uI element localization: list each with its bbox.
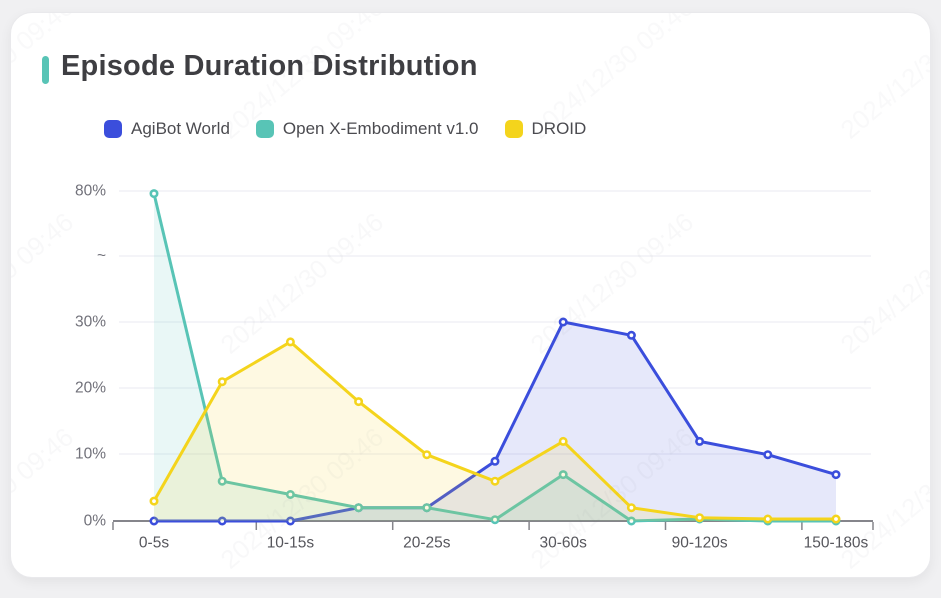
data-point-marker[interactable] <box>558 317 568 327</box>
legend-item-droid[interactable]: DROID <box>504 119 587 139</box>
data-point-marker[interactable] <box>354 397 364 407</box>
data-point-marker[interactable] <box>149 516 159 526</box>
data-point-marker[interactable] <box>217 476 227 486</box>
data-point-marker[interactable] <box>217 377 227 387</box>
y-tick-label: 80% <box>75 183 106 200</box>
x-tick-label: 150-180s <box>804 535 869 552</box>
series-area-agibot-world <box>154 322 836 521</box>
legend-label: Open X-Embodiment v1.0 <box>282 119 479 138</box>
legend-item-open-x-embodiment-v1-0[interactable]: Open X-Embodiment v1.0 <box>255 119 479 139</box>
series-area-droid <box>154 341 836 521</box>
series-area-open-x-embodiment-v1-0 <box>154 193 836 521</box>
y-tick-label: 30% <box>75 314 106 331</box>
legend-swatch-icon <box>504 120 523 138</box>
chart-title: Episode Duration Distribution <box>61 50 478 82</box>
data-point-marker[interactable] <box>490 456 500 466</box>
data-point-marker[interactable] <box>626 330 636 340</box>
data-point-marker[interactable] <box>149 496 159 506</box>
legend-label: AgiBot World <box>131 119 230 138</box>
data-point-marker[interactable] <box>558 470 568 480</box>
data-point-marker[interactable] <box>354 503 364 513</box>
legend-label: DROID <box>531 119 587 138</box>
data-point-marker[interactable] <box>285 516 295 526</box>
chart-card: Episode Duration Distribution AgiBot Wor… <box>10 12 931 578</box>
data-point-marker[interactable] <box>285 337 295 347</box>
data-point-marker[interactable] <box>149 189 159 199</box>
x-tick-label: 30-60s <box>539 535 587 552</box>
x-tick-label: 90-120s <box>672 535 728 552</box>
data-point-marker[interactable] <box>695 436 705 446</box>
data-point-marker[interactable] <box>422 450 432 460</box>
data-point-marker[interactable] <box>490 476 500 486</box>
data-point-marker[interactable] <box>422 503 432 513</box>
line-chart: 0% 10% 20% 30% ~80% 0-5s 10-15s 20-25s 30-60s 90-… <box>75 183 874 552</box>
x-tick-label: 0-5s <box>139 535 169 552</box>
data-point-marker[interactable] <box>763 450 773 460</box>
x-tick-label: 10-15s <box>267 535 315 552</box>
data-point-marker[interactable] <box>831 470 841 480</box>
data-point-marker[interactable] <box>490 515 500 525</box>
data-point-marker[interactable] <box>831 514 841 524</box>
y-tick-label: 10% <box>75 446 106 463</box>
data-point-marker[interactable] <box>285 489 295 499</box>
data-point-marker[interactable] <box>626 516 636 526</box>
data-point-marker[interactable] <box>217 516 227 526</box>
x-tick-label: 20-25s <box>403 535 451 552</box>
legend-item-agibot-world[interactable]: AgiBot World <box>104 119 230 139</box>
legend-swatch-icon <box>104 120 122 138</box>
y-axis-break-symbol: ~ <box>97 248 106 265</box>
data-point-marker[interactable] <box>763 514 773 524</box>
title-accent-bar <box>42 56 49 84</box>
y-tick-label: 20% <box>75 380 106 397</box>
legend-swatch-icon <box>255 120 274 138</box>
legend: AgiBot World Open X-Embodiment v1.0 DROID <box>104 117 586 141</box>
y-tick-label: 0% <box>84 513 107 530</box>
data-point-marker[interactable] <box>558 436 568 446</box>
data-point-marker[interactable] <box>695 513 705 523</box>
data-point-marker[interactable] <box>626 503 636 513</box>
